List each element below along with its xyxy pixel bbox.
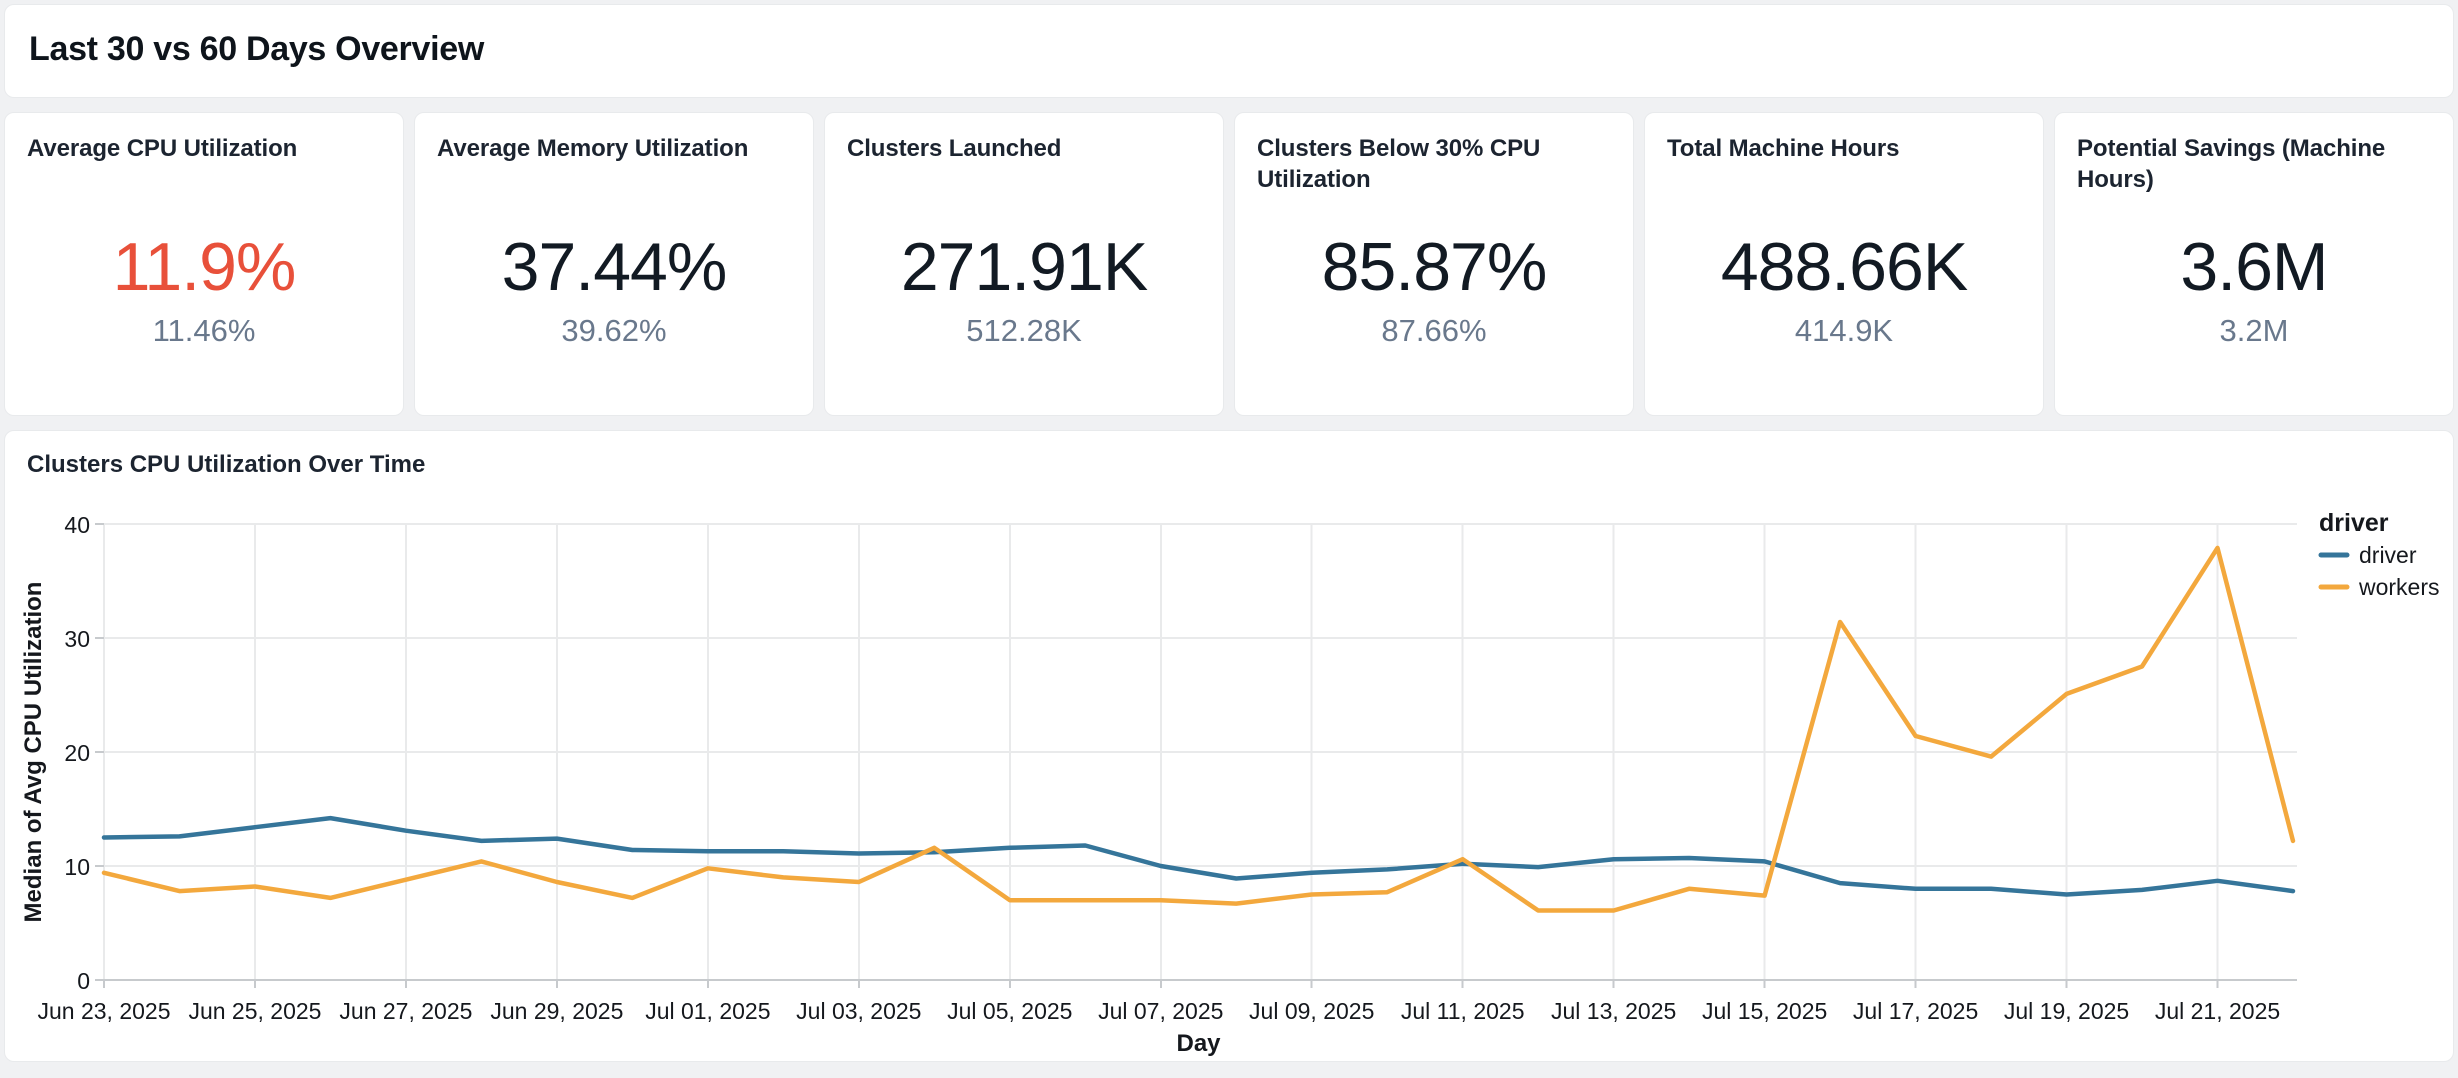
y-tick-label: 0 (77, 968, 90, 994)
x-tick-label: Jun 25, 2025 (188, 998, 321, 1024)
kpi-secondary-value: 512.28K (966, 313, 1082, 348)
x-tick-label: Jul 15, 2025 (1702, 998, 1827, 1024)
kpi-primary-value: 85.87% (1321, 229, 1548, 305)
kpi-primary-value: 271.91K (900, 229, 1148, 305)
kpi-card-2[interactable]: Average Memory Utilization 37.44% 39.62% (414, 112, 814, 416)
legend-item-workers[interactable]: workers (2358, 574, 2440, 600)
x-tick-label: Jun 23, 2025 (37, 998, 170, 1024)
kpi-card-5[interactable]: Total Machine Hours 488.66K 414.9K (1644, 112, 2044, 416)
kpi-card-4[interactable]: Clusters Below 30% CPU Utilization 85.87… (1234, 112, 1634, 416)
page-header: Last 30 vs 60 Days Overview (4, 4, 2454, 98)
kpi-values: 488.66K 414.9K (1645, 231, 2043, 349)
kpi-secondary-value: 414.9K (1794, 313, 1894, 348)
kpi-values: 85.87% 87.66% (1235, 231, 1633, 349)
x-tick-label: Jul 01, 2025 (645, 998, 770, 1024)
x-tick-label: Jul 11, 2025 (1401, 998, 1525, 1024)
y-tick-label: 40 (64, 512, 90, 538)
x-axis-title: Day (1176, 1030, 1221, 1057)
kpi-values: 11.9% 11.46% (5, 231, 403, 349)
page-title: Last 30 vs 60 Days Overview (29, 30, 484, 68)
kpi-label: Potential Savings (Machine Hours) (2077, 135, 2386, 193)
kpi-card-1[interactable]: Average CPU Utilization 11.9% 11.46% (4, 112, 404, 416)
kpi-secondary-value: 39.62% (561, 313, 667, 348)
driver-line[interactable] (101, 815, 2296, 897)
x-tick-label: Jul 19, 2025 (2004, 998, 2129, 1024)
legend-title: driver (2319, 509, 2389, 537)
kpi-card-3[interactable]: Clusters Launched 271.91K 512.28K (824, 112, 1224, 416)
x-tick-label: Jun 27, 2025 (339, 998, 472, 1024)
kpi-primary-value: 488.66K (1720, 229, 1968, 305)
x-tick-label: Jun 29, 2025 (490, 998, 623, 1024)
kpi-secondary-value: 87.66% (1381, 313, 1487, 348)
kpi-label: Clusters Below 30% CPU Utilization (1257, 135, 1541, 193)
x-tick-label: Jul 03, 2025 (796, 998, 921, 1024)
kpi-row: Average CPU Utilization 11.9% 11.46% Ave… (4, 112, 2454, 416)
kpi-primary-value: 11.9% (112, 229, 297, 305)
x-tick-label: Jul 09, 2025 (1249, 998, 1374, 1024)
kpi-values: 37.44% 39.62% (415, 231, 813, 349)
x-tick-label: Jul 13, 2025 (1551, 998, 1676, 1024)
x-tick-label: Jul 21, 2025 (2155, 998, 2280, 1024)
chart-card: Clusters CPU Utilization Over Time Jun 2… (4, 430, 2454, 1062)
kpi-secondary-value: 3.2M (2219, 313, 2289, 348)
y-tick-label: 10 (64, 854, 90, 880)
kpi-label: Total Machine Hours (1667, 135, 1900, 162)
cpu-utilization-line-chart[interactable]: Jun 23, 2025 Jun 25, 2025 Jun 27, 2025 Jun … (5, 431, 2453, 1061)
x-tick-label: Jul 05, 2025 (947, 998, 1072, 1024)
kpi-label: Clusters Launched (847, 135, 1062, 162)
workers-line[interactable] (101, 545, 2296, 913)
kpi-primary-value: 37.44% (501, 229, 728, 305)
kpi-label: Average CPU Utilization (27, 135, 298, 162)
kpi-values: 3.6M 3.2M (2055, 231, 2453, 349)
y-tick-label: 30 (64, 626, 90, 652)
legend-item-driver[interactable]: driver (2359, 542, 2417, 568)
kpi-card-6[interactable]: Potential Savings (Machine Hours) 3.6M 3… (2054, 112, 2454, 416)
kpi-primary-value: 3.6M (2180, 229, 2328, 305)
kpi-label: Average Memory Utilization (437, 135, 749, 162)
x-tick-label: Jul 07, 2025 (1098, 998, 1223, 1024)
kpi-secondary-value: 11.46% (152, 313, 256, 348)
kpi-values: 271.91K 512.28K (825, 231, 1223, 349)
chart-title: Clusters CPU Utilization Over Time (27, 451, 426, 478)
x-tick-label: Jul 17, 2025 (1853, 998, 1978, 1024)
y-axis-title: Median of Avg CPU Utilization (20, 582, 47, 923)
y-tick-label: 20 (64, 740, 90, 766)
